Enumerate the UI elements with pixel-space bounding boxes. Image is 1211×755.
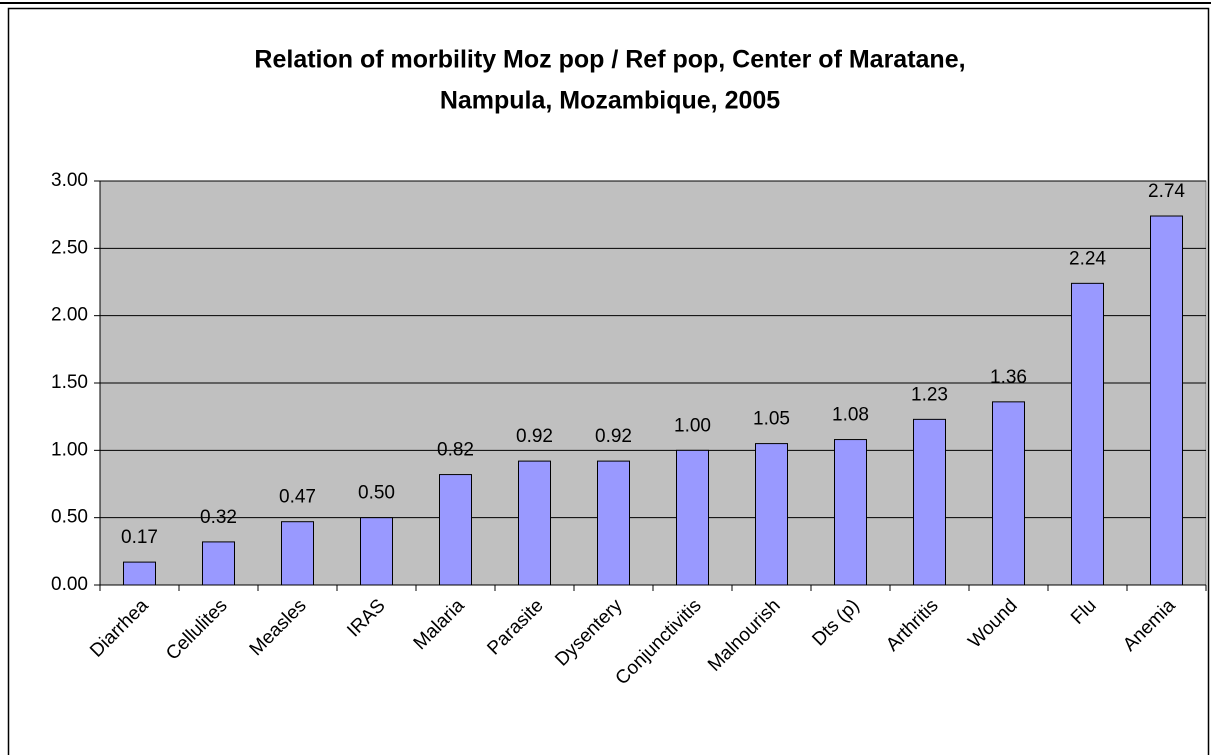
y-tick-label: 2.50 [51, 237, 88, 258]
y-tick-label: 3.00 [51, 170, 88, 191]
data-label: 1.00 [674, 415, 711, 436]
bar [439, 474, 472, 586]
bar [1071, 282, 1104, 586]
data-label: 2.74 [1148, 181, 1185, 202]
data-label: 0.32 [200, 507, 237, 528]
bar [518, 460, 551, 586]
bar [834, 439, 867, 586]
data-label: 0.47 [279, 487, 316, 508]
bar [913, 418, 946, 586]
data-label: 1.23 [911, 384, 948, 405]
data-label: 0.17 [121, 527, 158, 548]
bar [1150, 215, 1183, 586]
bar [123, 561, 156, 586]
bar [755, 443, 788, 586]
data-label: 0.50 [358, 483, 395, 504]
data-label: 0.82 [437, 440, 474, 461]
data-label: 1.05 [753, 409, 790, 430]
bar [281, 521, 314, 586]
data-label: 1.36 [990, 367, 1027, 388]
data-label: 0.92 [516, 426, 553, 447]
bar [202, 541, 235, 586]
y-tick-label: 0.50 [51, 507, 88, 528]
y-tick-label: 1.00 [51, 439, 88, 460]
data-label: 2.24 [1069, 248, 1106, 269]
bar [992, 401, 1025, 586]
data-label: 0.92 [595, 426, 632, 447]
chart-title: Nampula, Mozambique, 2005 [440, 87, 780, 115]
y-tick-label: 1.50 [51, 372, 88, 393]
bar [597, 460, 630, 586]
bar [360, 517, 393, 586]
y-tick-label: 0.00 [51, 574, 88, 595]
chart-title: Relation of morbility Moz pop / Ref pop,… [254, 46, 965, 74]
bar [676, 449, 709, 586]
y-tick-label: 2.00 [51, 305, 88, 326]
data-label: 1.08 [832, 405, 869, 426]
